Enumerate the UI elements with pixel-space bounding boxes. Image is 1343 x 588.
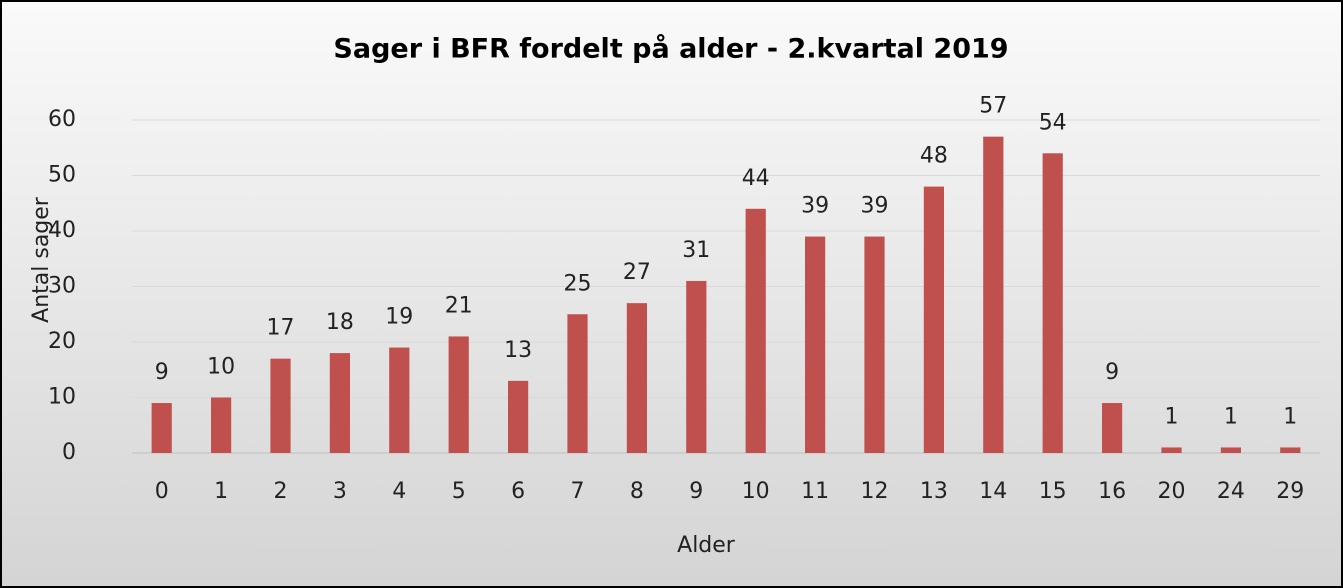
data-label: 10 [207,355,235,380]
bar [448,336,469,453]
bar [151,403,172,453]
data-label: 19 [385,305,413,330]
bar [1220,447,1241,453]
data-label: 17 [267,316,295,341]
bar [567,314,588,453]
data-label: 13 [504,338,532,363]
y-tick-label: 60 [48,107,76,132]
x-tick-label: 20 [1158,479,1186,504]
x-tick-label: 5 [452,479,466,504]
data-label: 25 [564,271,592,296]
y-tick-label: 10 [48,385,76,410]
y-tick-label: 40 [48,218,76,243]
x-tick-label: 4 [392,479,406,504]
data-label: 44 [742,166,770,191]
data-label: 1 [1283,404,1297,429]
data-label: 27 [623,260,651,285]
data-label: 31 [682,238,710,263]
bar [923,186,944,453]
y-tick-label: 20 [48,329,76,354]
data-label: 39 [801,194,829,219]
data-label: 54 [1039,110,1067,135]
bar [864,236,885,453]
data-label: 1 [1165,404,1179,429]
bar [1280,447,1301,453]
data-label: 57 [979,94,1007,119]
bar [329,353,350,453]
x-tick-label: 16 [1098,479,1126,504]
x-tick-label: 11 [801,479,829,504]
data-label: 1 [1224,404,1238,429]
bar [1042,153,1063,454]
bar [686,280,707,453]
x-tick-label: 14 [979,479,1007,504]
x-tick-label: 3 [333,479,347,504]
y-axis-label: Antal sager [29,196,54,323]
data-label: 9 [1105,360,1119,385]
x-tick-label: 6 [511,479,525,504]
bar [389,347,410,453]
x-tick-label: 2 [274,479,288,504]
bar [1102,403,1123,453]
bar [805,236,826,453]
bar [1161,447,1182,453]
x-tick-label: 10 [742,479,770,504]
x-tick-label: 9 [689,479,703,504]
bar [211,397,232,453]
bar [983,136,1004,453]
bar [270,358,291,453]
y-tick-label: 50 [48,163,76,188]
data-label: 18 [326,310,354,335]
x-tick-label: 1 [214,479,228,504]
y-tick-label: 30 [48,274,76,299]
chart-title: Sager i BFR fordelt på alder - 2.kvartal… [333,33,1008,65]
x-tick-label: 7 [571,479,585,504]
x-tick-label: 13 [920,479,948,504]
x-tick-label: 0 [155,479,169,504]
y-tick-label: 0 [62,440,76,465]
data-label: 9 [155,360,169,385]
data-label: 39 [861,194,889,219]
bar [745,208,766,453]
data-label: 21 [445,293,473,318]
x-tick-label: 29 [1276,479,1304,504]
x-axis-label: Alder [677,533,736,558]
x-tick-label: 15 [1039,479,1067,504]
x-tick-label: 8 [630,479,644,504]
x-tick-label: 12 [861,479,889,504]
bar [626,303,647,453]
bar [508,380,529,453]
x-tick-label: 24 [1217,479,1245,504]
data-label: 48 [920,144,948,169]
